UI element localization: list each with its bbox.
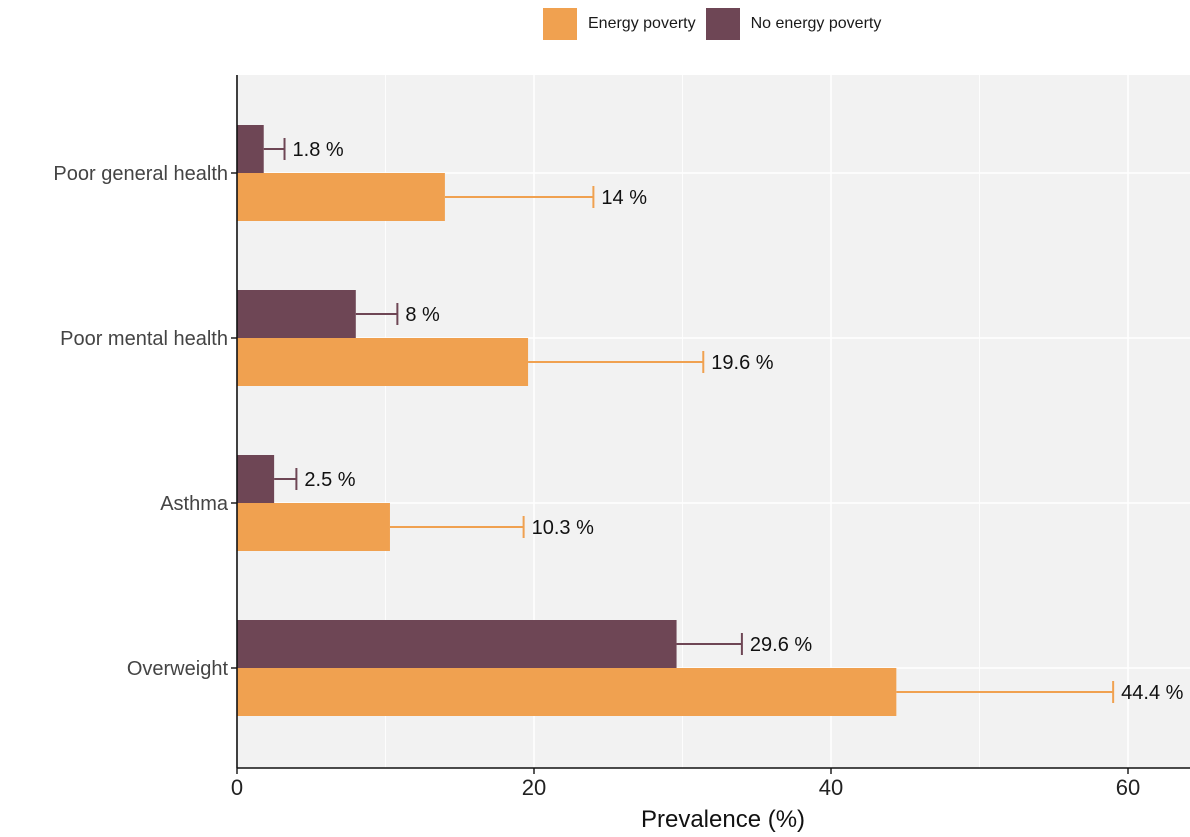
data-label-energy-poverty: 14 % (601, 187, 647, 209)
legend-swatch-energy-poverty (543, 8, 577, 40)
legend-label-energy-poverty: Energy poverty (588, 15, 696, 32)
data-label-energy-poverty: 10.3 % (532, 517, 594, 539)
bar-no-energy-poverty (237, 620, 677, 668)
bar-energy-poverty (237, 503, 390, 551)
bar-no-energy-poverty (237, 455, 275, 503)
y-tick-label: Asthma (160, 493, 229, 515)
data-label-no-energy-poverty: 29.6 % (750, 634, 812, 656)
data-label-no-energy-poverty: 8 % (405, 304, 440, 326)
bar-energy-poverty (237, 173, 445, 221)
data-label-energy-poverty: 19.6 % (711, 352, 773, 374)
x-tick-label: 60 (1116, 775, 1140, 800)
bar-energy-poverty (237, 338, 529, 386)
bar-energy-poverty (237, 668, 897, 716)
legend-item-no-energy-poverty: No energy poverty (705, 8, 882, 40)
x-tick-label: 20 (522, 775, 546, 800)
legend-item-energy-poverty: Energy poverty (543, 8, 696, 40)
bar-no-energy-poverty (237, 125, 264, 173)
y-tick-label: Poor mental health (60, 328, 228, 350)
data-label-no-energy-poverty: 2.5 % (304, 469, 355, 491)
legend-swatch-no-energy-poverty (705, 8, 740, 40)
x-axis-title: Prevalence (%) (641, 806, 805, 833)
y-tick-label: Overweight (127, 658, 229, 680)
legend-label-no-energy-poverty: No energy poverty (750, 15, 882, 32)
data-label-no-energy-poverty: 1.8 % (293, 139, 344, 161)
y-tick-label: Poor general health (53, 163, 228, 185)
bar-no-energy-poverty (237, 290, 356, 338)
legend: Energy poverty No energy poverty (543, 8, 891, 40)
data-label-energy-poverty: 44.4 % (1121, 682, 1183, 704)
x-tick-label: 40 (819, 775, 843, 800)
x-tick-label: 0 (231, 775, 243, 800)
